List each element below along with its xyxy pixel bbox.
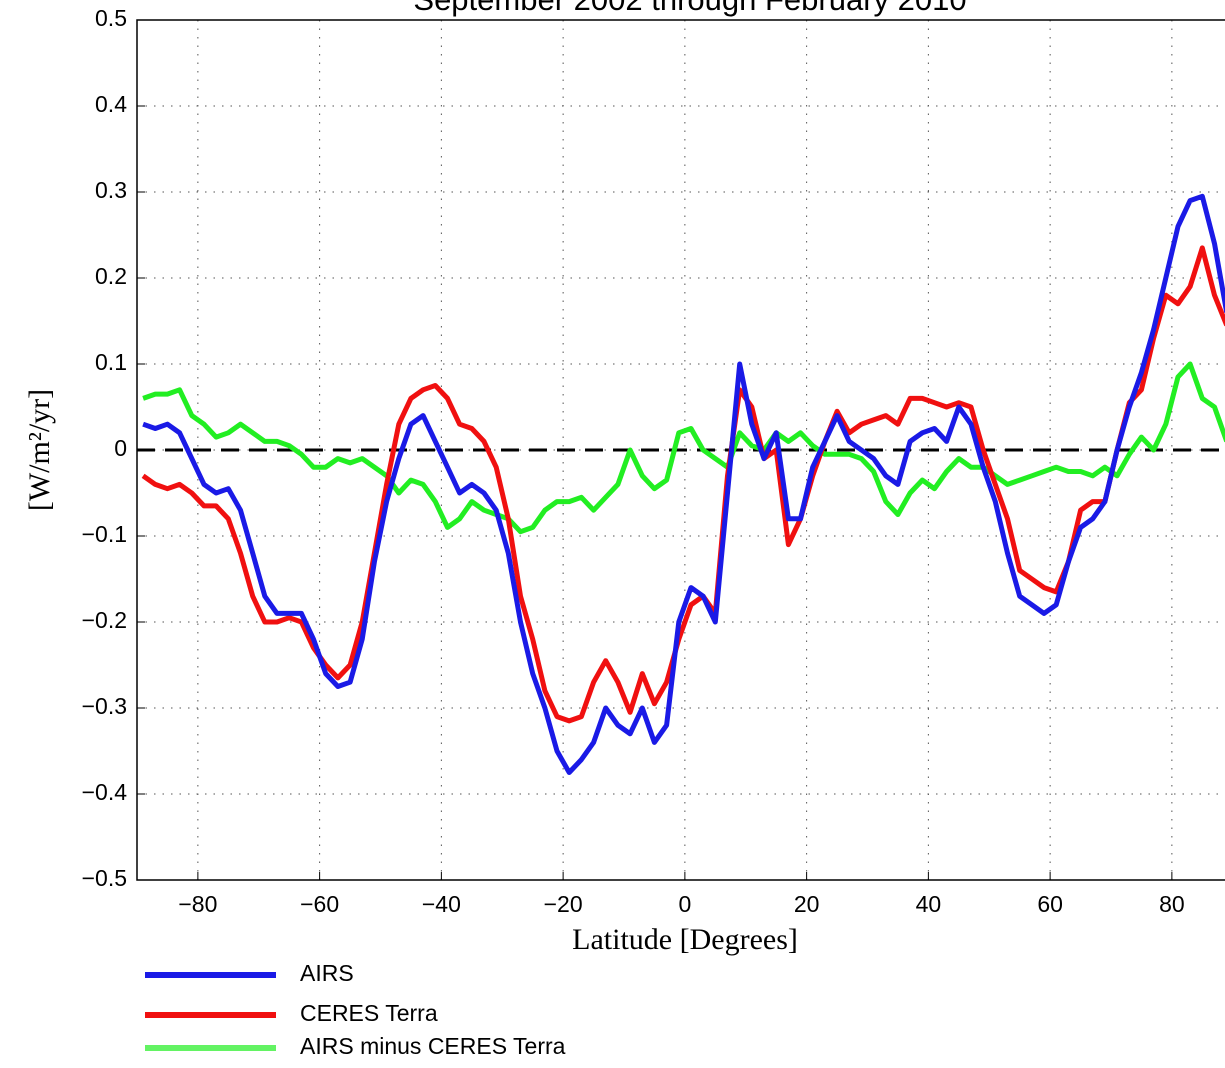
y-tick-label: 0.4 [95,91,127,117]
y-axis-label: [W/m²/yr] [23,389,56,511]
y-tick-label: −0.4 [82,779,128,805]
legend-label: CERES Terra [300,1000,438,1026]
x-tick-label: −60 [300,891,339,917]
y-tick-label: −0.5 [82,865,127,891]
legend-label: AIRS [300,960,354,986]
y-tick-label: 0.1 [95,349,127,375]
y-tick-label: −0.2 [82,607,127,633]
x-tick-label: 20 [794,891,820,917]
y-tick-label: 0.2 [95,263,127,289]
x-axis-label: Latitude [Degrees] [572,923,798,956]
y-tick-label: −0.1 [82,521,127,547]
x-tick-label: −40 [422,891,461,917]
y-tick-label: 0 [114,435,127,461]
data-line [142,361,1225,535]
x-tick-label: −20 [544,891,583,917]
x-tick-label: −80 [178,891,217,917]
data-line [141,245,1225,724]
x-tick-label: 80 [1159,891,1185,917]
x-tick-label: 40 [916,891,942,917]
legend-label: AIRS minus CERES Terra [300,1033,566,1059]
x-tick-label: 0 [678,891,691,917]
data-line [142,193,1225,775]
x-tick-label: 60 [1037,891,1063,917]
y-tick-label: −0.3 [82,693,127,719]
y-tick-label: 0.3 [95,177,127,203]
y-tick-label: 0.5 [95,5,127,31]
